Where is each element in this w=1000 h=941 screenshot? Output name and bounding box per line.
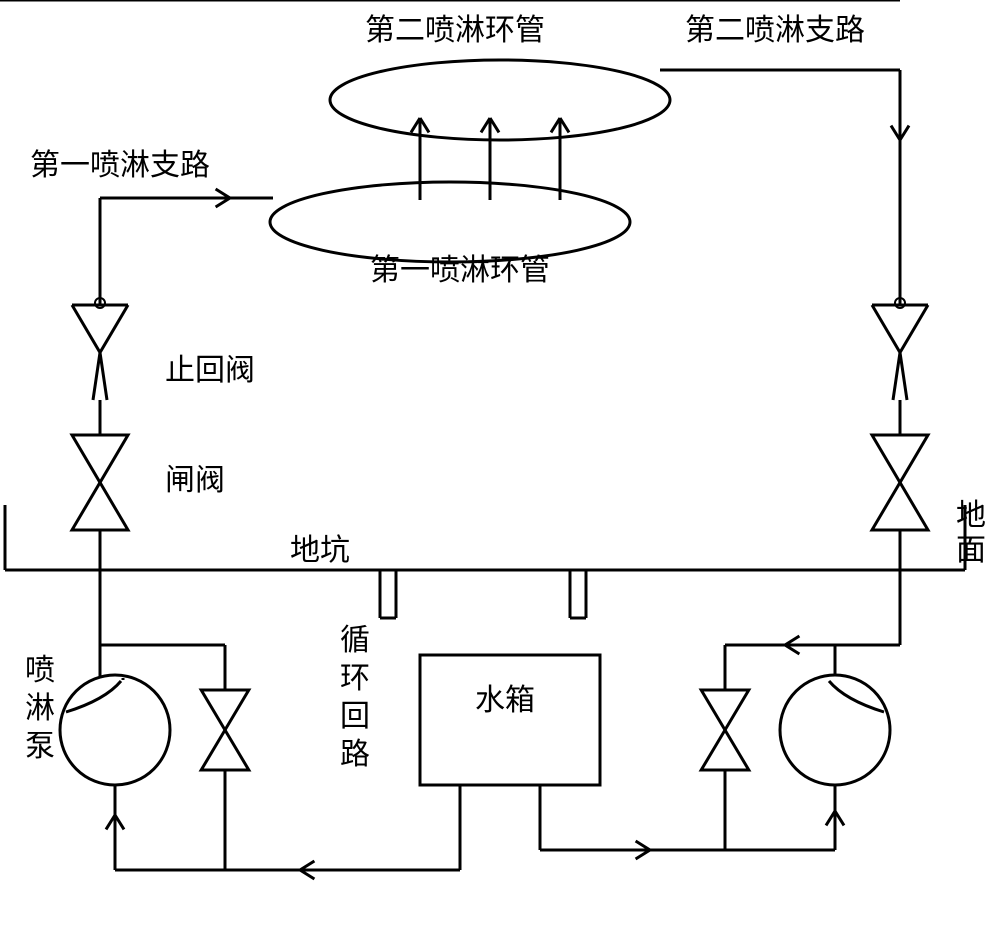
label-check-valve: 止回阀 [165, 354, 255, 387]
water-tank [420, 655, 600, 785]
label-ground-0: 地 [956, 499, 986, 532]
pump-right [780, 675, 890, 785]
label-pump-0: 喷 [25, 654, 55, 687]
ring2 [330, 60, 670, 140]
label-recirc-3: 路 [340, 738, 370, 771]
label-gate-valve: 闸阀 [165, 464, 225, 497]
label-ring1: 第一喷淋环管 [370, 254, 550, 287]
label-pit: 地坑 [290, 534, 350, 567]
label-branch2: 第二喷淋支路 [685, 14, 865, 47]
label-branch1: 第一喷淋支路 [30, 149, 210, 182]
pump-left [60, 675, 170, 785]
label-recirc-1: 环 [340, 662, 370, 695]
label-pump-1: 淋 [25, 692, 55, 725]
label-tank: 水箱 [475, 684, 535, 717]
ring1 [270, 182, 630, 262]
label-ring2: 第二喷淋环管 [365, 14, 545, 47]
label-ground-1: 面 [956, 534, 986, 567]
label-recirc-2: 回 [340, 700, 370, 733]
label-pump-2: 泵 [25, 730, 55, 763]
label-recirc-0: 循 [340, 624, 370, 657]
